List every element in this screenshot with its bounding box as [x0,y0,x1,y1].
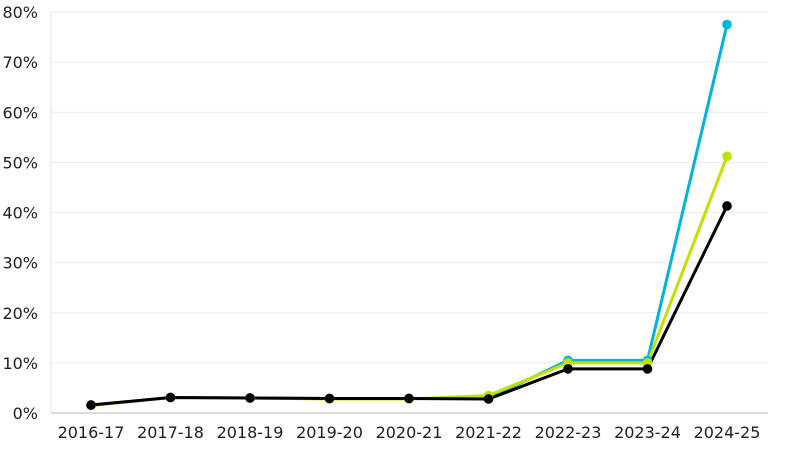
series-1-point [722,19,732,30]
y-tick-label: 40% [2,204,38,223]
x-tick-label: 2023-24 [614,423,681,442]
y-tick-label: 0% [13,404,38,423]
series-3-point [483,394,494,404]
x-tick-label: 2020-21 [376,423,443,442]
series-3-point [642,364,653,374]
x-axis-tick-labels: 2016-17 2017-18 2018-19 2019-20 2020-21 2021-… [58,423,761,442]
y-axis-tick-labels: 0% 10% 20% 30% 40% 50% 60% 70% 80% [2,3,38,423]
y-tick-label: 50% [2,153,38,172]
series-line-1 [89,23,729,407]
series-3-point [86,400,96,410]
series-line-3 [89,204,729,407]
x-tick-label: 2019-20 [296,423,363,442]
y-tick-label: 10% [2,354,38,373]
series-points [86,19,732,411]
series-3-point [245,393,255,403]
series-lines [89,23,729,407]
x-tick-label: 2017-18 [137,423,204,442]
x-tick-label: 2016-17 [58,423,125,442]
axes [50,12,768,414]
x-tick-label: 2022-23 [535,423,602,442]
gridlines [51,11,768,364]
y-tick-label: 60% [2,103,38,122]
series-3-point [404,393,414,404]
series-3-point [563,364,573,374]
y-tick-label: 20% [2,304,38,323]
x-tick-label: 2024-25 [694,423,761,442]
y-tick-label: 80% [2,3,38,22]
x-tick-label: 2018-19 [217,423,284,442]
x-tick-label: 2021-22 [455,423,522,442]
series-3-point [722,201,732,211]
y-tick-label: 30% [2,254,38,273]
series-2-point [722,151,732,162]
series-3-point [324,393,335,404]
series-3-point [165,392,176,403]
y-tick-label: 70% [2,53,38,72]
